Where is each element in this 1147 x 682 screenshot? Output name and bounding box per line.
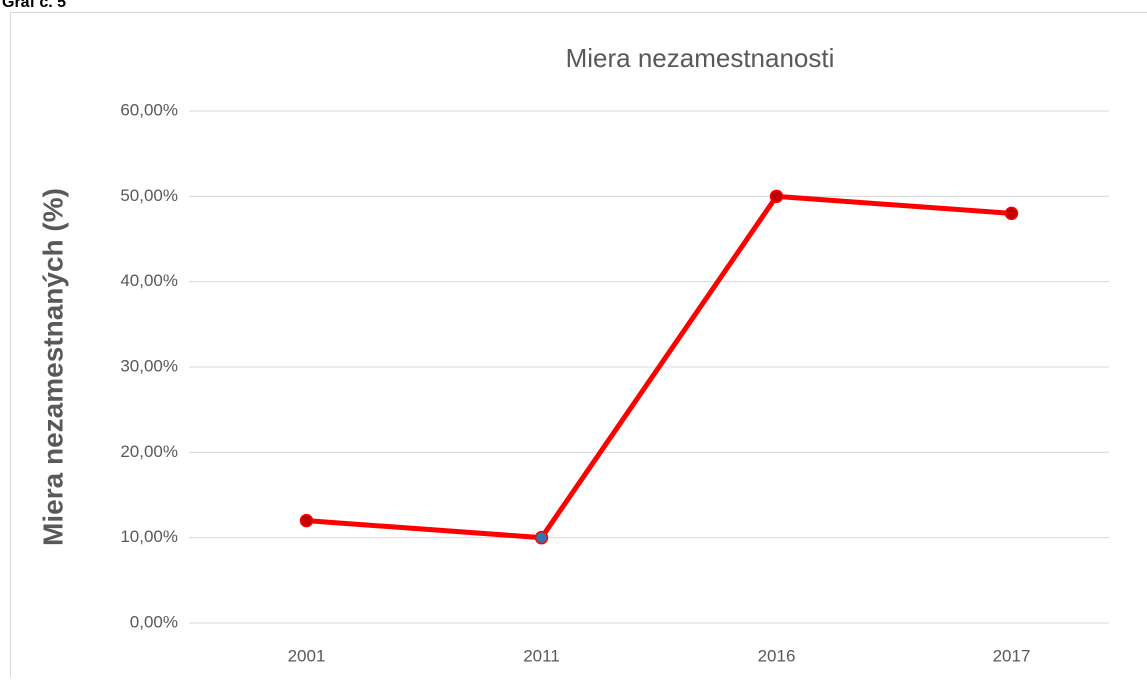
caption: Graf č. 5	[2, 0, 66, 11]
x-tick-label: 2016	[758, 646, 796, 665]
marker	[536, 532, 548, 544]
marker	[771, 190, 783, 202]
y-tick-label: 20,00%	[120, 442, 178, 461]
chart-border	[11, 13, 1147, 678]
y-tick-label: 0,00%	[130, 612, 178, 631]
x-tick-label: 2011	[523, 646, 560, 665]
chart-title: Miera nezamestnanosti	[566, 43, 835, 73]
x-tick-label: 2001	[288, 646, 326, 665]
y-tick-label: 60,00%	[120, 100, 178, 119]
y-tick-label: 30,00%	[120, 356, 178, 375]
x-tick-label: 2017	[993, 646, 1031, 665]
marker	[1006, 207, 1018, 219]
y-tick-label: 10,00%	[120, 527, 178, 546]
y-tick-label: 40,00%	[120, 271, 178, 290]
marker	[301, 515, 313, 527]
y-tick-label: 50,00%	[120, 186, 178, 205]
y-axis-label: Miera nezamestnaných (%)	[37, 188, 68, 546]
